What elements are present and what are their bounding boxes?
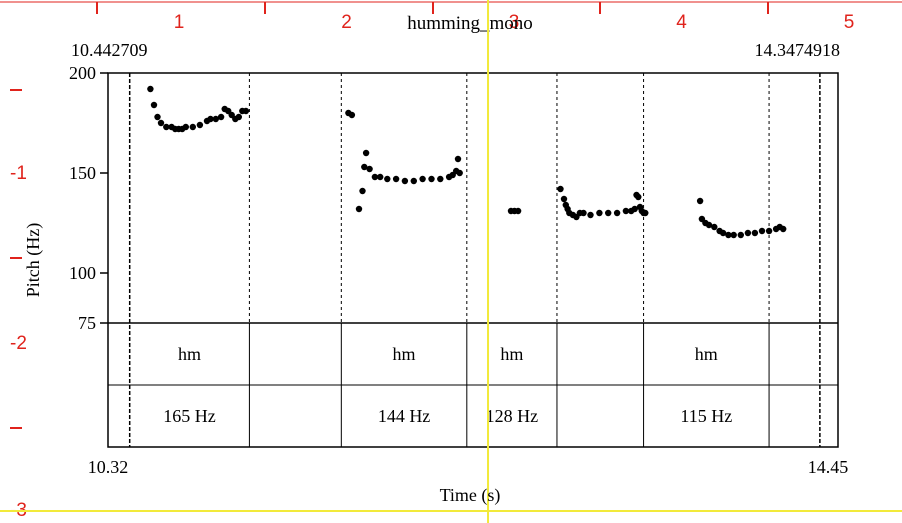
pitch-point bbox=[212, 115, 219, 123]
top-ruler-label: 4 bbox=[676, 12, 687, 33]
pitch-point bbox=[150, 101, 158, 109]
tier1-label: hm bbox=[500, 344, 523, 364]
pitch-point bbox=[242, 107, 250, 115]
y-tick-label: 200 bbox=[69, 63, 96, 83]
pitch-point bbox=[196, 121, 204, 129]
pitch-point bbox=[377, 173, 384, 181]
pitch-point bbox=[596, 209, 603, 217]
pitch-point bbox=[514, 207, 522, 215]
tier2-label: 144 Hz bbox=[378, 406, 431, 426]
pitch-point bbox=[705, 221, 713, 229]
x-min-tick: 10.32 bbox=[88, 457, 129, 477]
pitch-point bbox=[456, 169, 463, 177]
left-ruler: -1-2-3 bbox=[10, 89, 27, 521]
pitch-point bbox=[719, 229, 727, 237]
pitch-point bbox=[635, 193, 642, 201]
pitch-point bbox=[696, 197, 704, 205]
plot-border bbox=[107, 72, 839, 448]
tier2-label: 128 Hz bbox=[486, 406, 539, 426]
pitch-point bbox=[580, 209, 587, 217]
pitch-point bbox=[366, 165, 373, 173]
pitch-point bbox=[355, 205, 363, 213]
pitch-point bbox=[419, 175, 426, 183]
pitch-point bbox=[765, 227, 773, 235]
pitch-point bbox=[751, 229, 759, 237]
pitch-point bbox=[730, 231, 737, 239]
tier1-label: hm bbox=[178, 344, 201, 364]
pitch-point bbox=[217, 113, 225, 121]
selection-end-time: 14.3474918 bbox=[755, 40, 841, 60]
left-ruler-label: -2 bbox=[10, 333, 27, 354]
pitch-point bbox=[631, 205, 638, 213]
pitch-point bbox=[780, 225, 787, 233]
pitch-point bbox=[737, 231, 744, 239]
left-ruler-label: -1 bbox=[10, 163, 27, 184]
pitch-point bbox=[348, 111, 356, 119]
selection-start-time: 10.442709 bbox=[71, 40, 148, 60]
pitch-point bbox=[642, 209, 649, 217]
pitch-point bbox=[147, 85, 154, 93]
pitch-point bbox=[362, 149, 370, 157]
pitch-point bbox=[371, 173, 379, 181]
pitch-point bbox=[182, 123, 189, 131]
tier1-label: hm bbox=[695, 344, 718, 364]
pitch-point bbox=[154, 113, 161, 121]
pitch-point bbox=[392, 175, 400, 183]
interval-boundaries bbox=[128, 73, 821, 447]
x-axis-label: Time (s) bbox=[440, 485, 501, 506]
pitch-point bbox=[189, 123, 196, 131]
y-tick-label: 75 bbox=[78, 313, 96, 333]
pitch-point bbox=[359, 187, 366, 195]
pitch-point bbox=[725, 231, 732, 239]
pitch-point bbox=[157, 119, 165, 127]
pitch-point bbox=[235, 113, 242, 121]
sound-title: humming_mono bbox=[407, 13, 533, 34]
top-ruler-label: 1 bbox=[174, 12, 185, 33]
pitch-point bbox=[744, 229, 752, 237]
top-ruler-label: 3 bbox=[509, 12, 520, 33]
top-ruler-label: 2 bbox=[341, 12, 352, 33]
plot-frame: 200 150 100 75 bbox=[69, 63, 839, 448]
pitch-point bbox=[557, 185, 564, 193]
pitch-point bbox=[613, 209, 621, 217]
pitch-point bbox=[711, 223, 718, 231]
tier-labels: hm hm hm hm 165 Hz 144 Hz 128 Hz 115 Hz bbox=[163, 344, 732, 426]
pitch-point bbox=[622, 207, 630, 215]
pitch-point bbox=[437, 175, 444, 183]
pitch-point bbox=[384, 175, 391, 183]
pitch-point bbox=[428, 175, 435, 183]
pitch-points bbox=[147, 85, 787, 239]
pitch-point bbox=[605, 209, 612, 217]
y-tick-label: 150 bbox=[69, 163, 96, 183]
tier2-label: 115 Hz bbox=[680, 406, 732, 426]
pitch-point bbox=[410, 177, 417, 185]
y-axis-label: Pitch (Hz) bbox=[23, 223, 44, 297]
x-max-tick: 14.45 bbox=[808, 457, 849, 477]
y-tick-label: 100 bbox=[69, 263, 96, 283]
tier2-label: 165 Hz bbox=[163, 406, 216, 426]
pitch-point bbox=[401, 177, 409, 185]
pitch-point bbox=[587, 211, 594, 219]
pitch-point bbox=[454, 155, 462, 163]
top-ruler-label: 5 bbox=[844, 12, 855, 33]
pitch-point bbox=[207, 115, 214, 123]
tier1-label: hm bbox=[393, 344, 416, 364]
top-ruler: 1 2 3 4 5 bbox=[0, 1, 902, 33]
pitch-point bbox=[758, 227, 766, 235]
pitch-point bbox=[361, 163, 368, 171]
pitch-point bbox=[163, 123, 170, 131]
pitch-point bbox=[560, 195, 568, 203]
